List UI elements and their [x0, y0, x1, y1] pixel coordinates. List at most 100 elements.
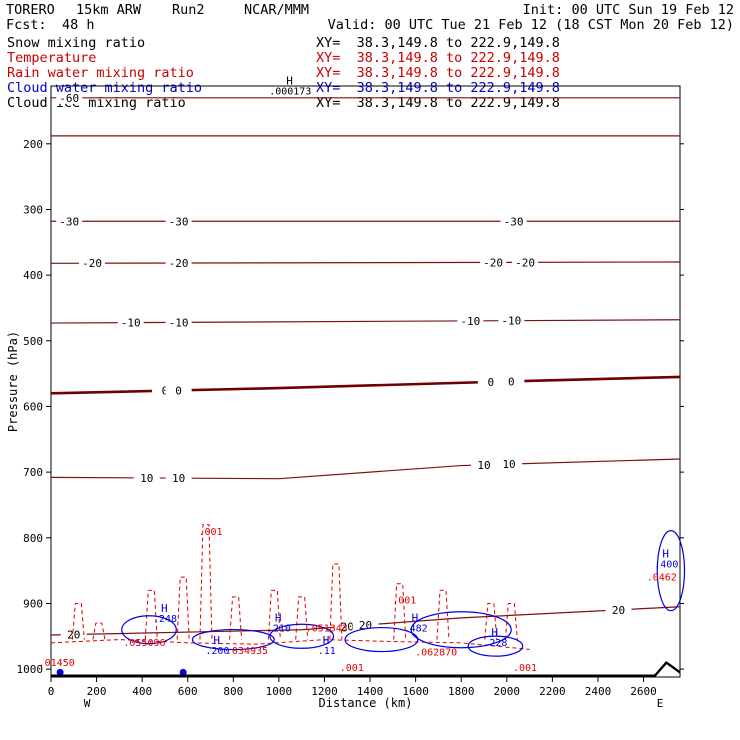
- cloud-water-max-dot: [179, 668, 187, 676]
- legend-field-name: Temperature: [7, 50, 97, 66]
- legend-xy-range: XY= 38.3,149.8 to 222.9,149.8: [316, 80, 560, 96]
- x-end-label-east: E: [657, 697, 664, 710]
- isotherm-label: 0: [508, 375, 515, 388]
- model-name: TORERO: [6, 2, 55, 18]
- legend-xy-range: XY= 38.3,149.8 to 222.9,149.8: [316, 50, 560, 66]
- field-value-label: .001: [198, 527, 222, 538]
- field-max-marker: H: [323, 634, 330, 647]
- legend-field-name: Cloud water mixing ratio: [7, 80, 203, 96]
- legend-xy-range: XY= 38.3,149.8 to 222.9,149.8: [316, 95, 560, 111]
- legend-xy-range: XY= 38.3,149.8 to 222.9,149.8: [316, 35, 560, 51]
- rain-contour: [199, 524, 213, 640]
- field-max-marker: H: [275, 612, 282, 625]
- isotherm-line: [50, 458, 681, 480]
- isotherm-label-bg: [457, 314, 484, 327]
- forecast-label: Fcst:: [6, 17, 47, 33]
- isotherm-label: -20: [82, 257, 102, 270]
- x-axis-label: Distance (km): [319, 696, 413, 710]
- x-tick-label: 2000: [494, 685, 521, 698]
- model-run: Run2: [172, 2, 205, 18]
- rain-contour: [393, 583, 407, 640]
- x-tick-label: 200: [87, 685, 107, 698]
- isotherm-label-bg: [480, 256, 507, 269]
- field-max-marker: H: [213, 634, 220, 647]
- field-value-label: .210: [267, 624, 291, 635]
- isotherm-label: -20: [483, 256, 503, 269]
- isotherm-line: [50, 319, 681, 324]
- rain-contour: [267, 589, 281, 640]
- rain-contour: [176, 576, 190, 640]
- y-tick-label: 400: [23, 269, 43, 282]
- isotherm-label-bg: [165, 257, 192, 270]
- terrain-line: [51, 660, 681, 677]
- legend-field-name: Cloud ice mixing ratio: [7, 95, 186, 111]
- field-value-label: .228: [483, 638, 507, 649]
- field-value-label: .000173: [269, 87, 311, 98]
- isotherm-label: 0: [162, 385, 169, 398]
- cloud-water-contour: [344, 626, 419, 653]
- field-value-label: .001: [340, 663, 364, 674]
- isotherm-line: [50, 261, 681, 264]
- y-tick-label: 300: [23, 203, 43, 216]
- isotherm-label-bg: [498, 314, 525, 327]
- isotherm-label-bg: [79, 257, 106, 270]
- forecast-hour: 48 h: [62, 17, 95, 33]
- field-value-label: .001: [513, 663, 537, 674]
- isotherm-label-bg: [512, 256, 539, 269]
- rain-contour: [504, 602, 518, 640]
- isotherm-label: -10: [121, 317, 141, 330]
- isotherm-label: 0: [175, 384, 182, 397]
- isotherm-label: -30: [59, 215, 79, 228]
- isotherm-label-bg: [56, 91, 83, 104]
- rain-contour: [295, 596, 309, 640]
- model-resolution: 15km ARW: [76, 2, 142, 18]
- field-value-label: .0462: [647, 572, 677, 583]
- isotherm-label: 10: [140, 472, 153, 485]
- isotherm-label-bg: [165, 215, 192, 228]
- rain-contour: [92, 622, 106, 640]
- y-tick-label: 800: [23, 532, 43, 545]
- isotherm-label: 20: [612, 604, 625, 617]
- legend-field-name: Rain water mixing ratio: [7, 65, 194, 81]
- isotherm-label-bg: [496, 458, 523, 471]
- isotherm-label: 20: [341, 620, 354, 633]
- rain-contour: [329, 563, 343, 640]
- isotherm-label-bg: [117, 316, 144, 329]
- model-center: NCAR/MMM: [244, 2, 310, 18]
- y-axis-label: Pressure (hPa): [6, 331, 20, 432]
- isotherm-label: -10: [501, 315, 521, 328]
- field-max-marker: H: [161, 602, 168, 615]
- field-value-label: .055096: [123, 638, 165, 649]
- legend-field-name: Snow mixing ratio: [7, 35, 146, 51]
- y-tick-label: 1000: [17, 663, 44, 676]
- isotherm-label-bg: [165, 316, 192, 329]
- isotherm-label: 0: [488, 376, 495, 389]
- cloud-water-max-dot: [56, 668, 64, 676]
- isotherm-label-bg: [477, 375, 504, 388]
- isotherm-label: -30: [504, 215, 524, 228]
- x-tick-label: 1600: [402, 685, 429, 698]
- cloud-water-contour: [410, 611, 512, 649]
- isotherm-label-bg: [605, 603, 632, 616]
- x-tick-label: 2600: [630, 685, 657, 698]
- cloud-water-contour: [191, 628, 275, 651]
- isotherm-label-bg: [165, 384, 192, 397]
- cloud-water-contour: [121, 615, 177, 645]
- field-value-label: .01450: [39, 658, 75, 669]
- isotherm-label: -20: [515, 256, 535, 269]
- isotherm-label: 10: [172, 472, 185, 485]
- field-value-label: .11: [318, 646, 336, 657]
- x-end-label-west: W: [84, 697, 91, 710]
- isotherm-label: 10: [477, 459, 490, 472]
- x-tick-label: 1000: [266, 685, 293, 698]
- x-tick-label: 2200: [539, 685, 566, 698]
- cloud-water-contour: [656, 530, 686, 612]
- cloud-water-contour: [467, 635, 524, 657]
- field-value-label: .062870: [415, 647, 457, 658]
- init-time: Init: 00 UTC Sun 19 Feb 12: [522, 2, 734, 18]
- y-tick-label: 200: [23, 138, 43, 151]
- isotherm-line: [50, 375, 681, 395]
- cloud-water-contour: [269, 623, 335, 649]
- field-value-label: .051343: [306, 624, 348, 635]
